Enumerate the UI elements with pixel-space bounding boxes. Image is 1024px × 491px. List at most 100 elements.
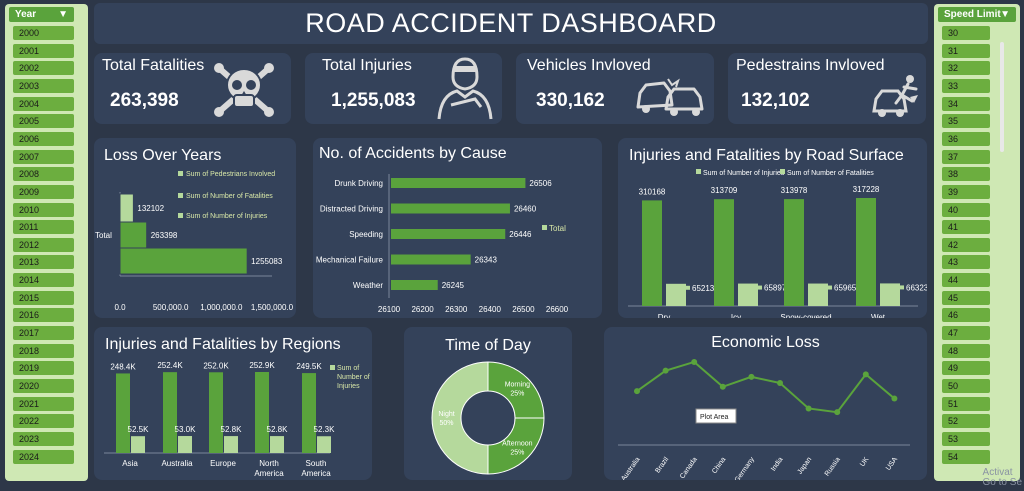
- econ-xtick-9: USA: [885, 456, 899, 472]
- year-slicer-item-2020[interactable]: 2020: [13, 379, 74, 393]
- speed-slicer-item-45[interactable]: 45: [942, 290, 990, 305]
- filter-icon[interactable]: ▼: [58, 9, 68, 20]
- kpi-injuries-value: 1,255,083: [331, 90, 416, 111]
- econ-point-9: [891, 395, 898, 402]
- surface-legend-swatch-1: [780, 169, 785, 174]
- year-slicer-item-2007[interactable]: 2007: [13, 149, 74, 164]
- regions-bar-fatalities-0: [131, 436, 145, 453]
- speed-slicer-item-39[interactable]: 39: [942, 184, 990, 199]
- year-slicer-item-2008[interactable]: 2008: [13, 167, 74, 182]
- regions-data-label-fatalities-1: 53.0K: [175, 425, 197, 434]
- time-slice-value-0: 25%: [510, 391, 524, 398]
- surface-legend-swatch-0: [696, 169, 701, 174]
- injured-person-icon: [437, 57, 493, 120]
- cause-data-label-1: 26460: [514, 205, 537, 214]
- year-slicer-item-2016[interactable]: 2016: [13, 308, 74, 323]
- regions-bar-injuries-0: [116, 373, 130, 453]
- time-slice-2: [431, 361, 489, 475]
- cause-bar-3: [391, 254, 471, 265]
- surface-chart-title: Injuries and Fatalities by Road Surface: [629, 147, 904, 164]
- cause-bar-1: [391, 203, 510, 214]
- speed-slicer-item-42[interactable]: 42: [942, 237, 990, 252]
- economic-chart-title: Economic Loss: [711, 334, 820, 351]
- loss-legend-label-1: Sum of Number of Fatalities: [186, 193, 273, 200]
- speed-slicer-item-53[interactable]: 53: [942, 431, 990, 446]
- year-slicer-item-2017[interactable]: 2017: [13, 326, 74, 341]
- regions-bar-injuries-3: [255, 372, 269, 453]
- time-chart-title: Time of Day: [445, 337, 531, 354]
- surface-legend-label-0: Sum of Number of Injuries: [703, 170, 785, 177]
- loss-data-label-0: 132102: [137, 204, 164, 213]
- year-slicer-item-2004[interactable]: 2004: [13, 96, 74, 111]
- speed-slicer-item-35[interactable]: 35: [942, 114, 990, 129]
- year-slicer-item-2024[interactable]: 2024: [13, 449, 74, 464]
- time-of-day-panel: Time of Day Morning 25% Afternoon 25% Night 5…: [404, 327, 572, 480]
- speed-slicer-item-51[interactable]: 51: [942, 396, 990, 411]
- surface-label-swatch-1: [758, 285, 762, 290]
- year-slicer-item-2002[interactable]: 2002: [13, 61, 74, 76]
- speed-slicer-item-31[interactable]: 31: [942, 43, 990, 58]
- cause-category-2: Speeding: [349, 230, 383, 239]
- regions-chart: 248.4K 52.5K Asia 252.4K 53.0K Australia 252.0…: [104, 361, 370, 478]
- cause-bar-4: [391, 280, 438, 290]
- cause-category-1: Distracted Driving: [320, 205, 383, 214]
- surface-label-swatch-2: [828, 285, 832, 290]
- year-slicer-item-2012[interactable]: 2012: [13, 237, 74, 252]
- speed-slicer-item-37[interactable]: 37: [942, 149, 990, 164]
- year-slicer-item-2006[interactable]: 2006: [13, 131, 74, 146]
- year-slicer-item-2014[interactable]: 2014: [13, 273, 74, 288]
- year-slicer-item-2000[interactable]: 2000: [13, 26, 74, 40]
- speed-slicer-item-32[interactable]: 32: [942, 61, 990, 76]
- speed-slicer-scrollbar[interactable]: [1000, 42, 1004, 152]
- year-slicer-item-2011[interactable]: 2011: [13, 220, 74, 235]
- regions-legend-label-1: Number of: [337, 374, 370, 381]
- year-slicer-item-2019[interactable]: 2019: [13, 361, 74, 376]
- speed-slicer-item-44[interactable]: 44: [942, 273, 990, 288]
- regions-data-label-fatalities-4: 52.3K: [314, 425, 336, 434]
- speed-slicer-item-40[interactable]: 40: [942, 202, 990, 217]
- year-slicer-item-2023[interactable]: 2023: [13, 431, 74, 446]
- surface-data-label-injuries-3: 317228: [853, 185, 880, 194]
- surface-data-label-injuries-0: 310168: [639, 187, 666, 196]
- speed-slicer-header: Speed Limit ▼: [938, 7, 1016, 22]
- econ-point-1: [662, 367, 669, 374]
- speed-slicer-item-33[interactable]: 33: [942, 78, 990, 93]
- year-slicer-item-2003[interactable]: 2003: [13, 78, 74, 93]
- regions-panel: Injuries and Fatalities by Regions 248.4…: [94, 327, 372, 480]
- year-slicer-item-2001[interactable]: 2001: [13, 43, 74, 58]
- economic-loss-chart: Australia Brazil Canada China Germany India Ja…: [618, 358, 910, 480]
- speed-slicer-item-54[interactable]: 54: [942, 449, 990, 464]
- year-slicer-item-2013[interactable]: 2013: [13, 255, 74, 270]
- surface-category-3: Wet: [871, 313, 886, 318]
- cause-chart-title: No. of Accidents by Cause: [319, 145, 507, 162]
- year-slicer: Year ▼ 2000 2001 2002 2003 2004 2005 2006 2007 2…: [5, 4, 88, 481]
- speed-slicer-item-43[interactable]: 43: [942, 255, 990, 270]
- year-slicer-item-2009[interactable]: 2009: [13, 184, 74, 199]
- regions-bar-fatalities-4: [317, 436, 331, 453]
- regions-bar-injuries-4: [302, 373, 316, 453]
- year-slicer-item-2021[interactable]: 2021: [13, 396, 74, 411]
- year-slicer-item-2015[interactable]: 2015: [13, 290, 74, 305]
- econ-point-5: [777, 380, 783, 387]
- speed-slicer-item-30[interactable]: 30: [942, 26, 990, 40]
- speed-slicer-item-48[interactable]: 48: [942, 343, 990, 358]
- speed-slicer-item-46[interactable]: 46: [942, 308, 990, 323]
- speed-slicer-item-34[interactable]: 34: [942, 96, 990, 111]
- year-slicer-item-2022[interactable]: 2022: [13, 414, 74, 429]
- speed-slicer-item-38[interactable]: 38: [942, 167, 990, 182]
- econ-xtick-2: Canada: [679, 456, 699, 480]
- speed-slicer-item-49[interactable]: 49: [942, 361, 990, 376]
- speed-slicer-item-50[interactable]: 50: [942, 379, 990, 393]
- time-slice-label-0: Morning: [505, 382, 530, 389]
- year-slicer-item-2010[interactable]: 2010: [13, 202, 74, 217]
- kpi-fatalities-value: 263,398: [110, 90, 179, 111]
- speed-slicer-item-41[interactable]: 41: [942, 220, 990, 235]
- filter-icon[interactable]: ▼: [1000, 9, 1010, 20]
- speed-slicer-item-36[interactable]: 36: [942, 131, 990, 146]
- speed-slicer-item-47[interactable]: 47: [942, 326, 990, 341]
- year-slicer-item-2018[interactable]: 2018: [13, 343, 74, 358]
- speed-slicer-item-52[interactable]: 52: [942, 414, 990, 429]
- kpi-pedestrians-value: 132,102: [741, 90, 810, 111]
- kpi-vehicles-label: Vehicles Invloved: [527, 57, 651, 74]
- year-slicer-item-2005[interactable]: 2005: [13, 114, 74, 129]
